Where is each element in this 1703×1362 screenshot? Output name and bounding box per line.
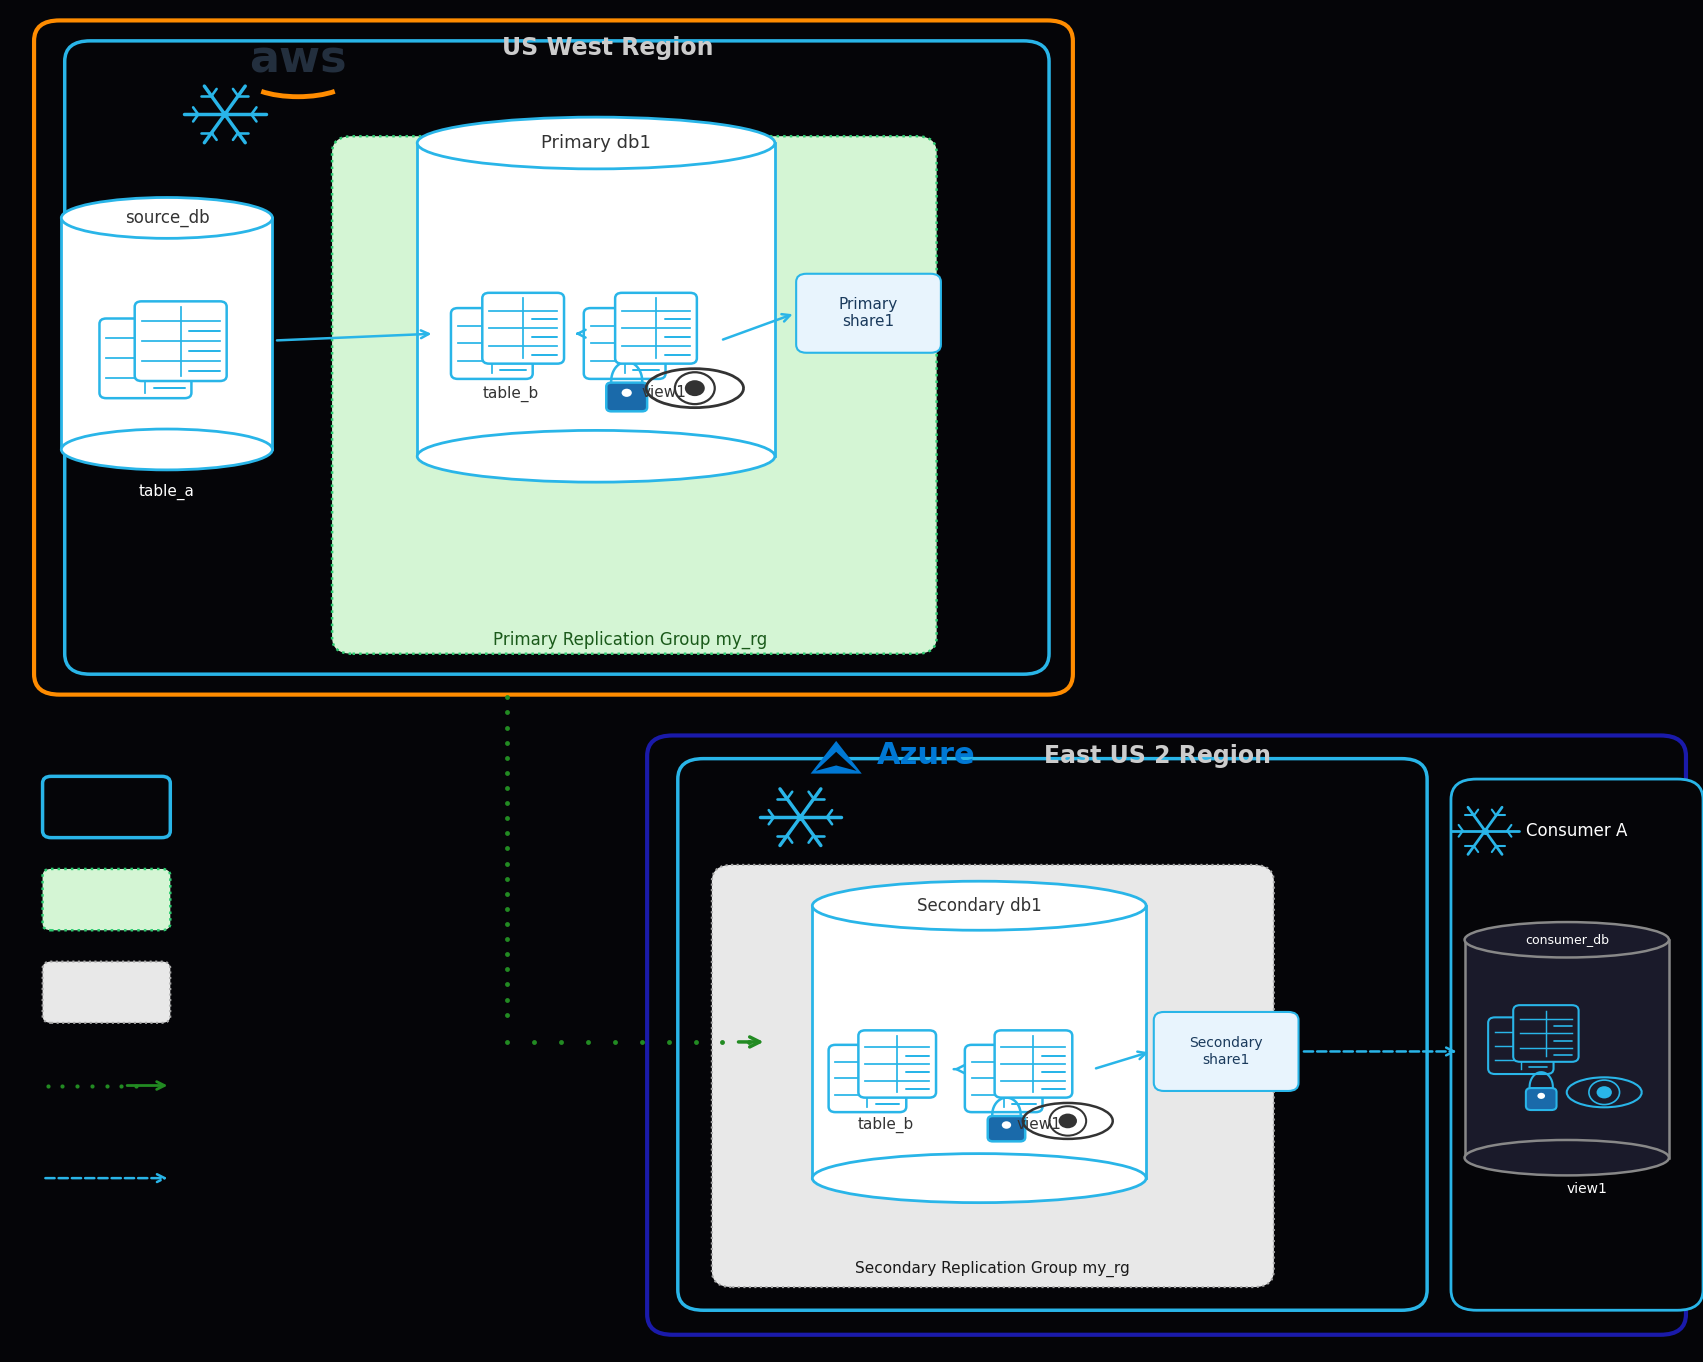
Ellipse shape <box>61 429 272 470</box>
Ellipse shape <box>1597 1087 1613 1098</box>
Text: Primary db1: Primary db1 <box>542 133 651 153</box>
Ellipse shape <box>1538 1092 1545 1099</box>
Text: view1: view1 <box>1567 1182 1608 1196</box>
Text: Consumer A: Consumer A <box>1526 821 1628 840</box>
FancyBboxPatch shape <box>1155 1012 1298 1091</box>
Ellipse shape <box>685 380 705 396</box>
FancyBboxPatch shape <box>99 319 191 398</box>
Text: view1: view1 <box>1017 1117 1061 1132</box>
FancyBboxPatch shape <box>43 962 170 1023</box>
Ellipse shape <box>61 197 272 238</box>
Text: Azure: Azure <box>877 741 976 771</box>
Text: Primary
share1: Primary share1 <box>840 297 897 330</box>
Text: aws: aws <box>249 38 347 82</box>
FancyBboxPatch shape <box>797 274 940 353</box>
FancyBboxPatch shape <box>43 776 170 838</box>
FancyBboxPatch shape <box>995 1031 1073 1098</box>
Ellipse shape <box>1059 1114 1076 1128</box>
Text: Secondary Replication Group my_rg: Secondary Replication Group my_rg <box>855 1261 1131 1278</box>
Ellipse shape <box>812 1154 1146 1203</box>
FancyBboxPatch shape <box>966 1045 1042 1113</box>
FancyBboxPatch shape <box>615 293 697 364</box>
FancyBboxPatch shape <box>34 20 1073 695</box>
Bar <box>61 218 272 449</box>
FancyBboxPatch shape <box>647 735 1686 1335</box>
FancyBboxPatch shape <box>135 301 226 381</box>
FancyBboxPatch shape <box>712 865 1274 1287</box>
Text: source_db: source_db <box>124 208 209 227</box>
Text: Secondary db1: Secondary db1 <box>916 896 1042 915</box>
FancyBboxPatch shape <box>678 759 1427 1310</box>
Text: table_b: table_b <box>482 385 540 402</box>
Polygon shape <box>816 752 857 771</box>
FancyBboxPatch shape <box>606 383 647 411</box>
Text: Secondary
share1: Secondary share1 <box>1189 1036 1264 1066</box>
FancyBboxPatch shape <box>829 1045 906 1113</box>
FancyBboxPatch shape <box>65 41 1049 674</box>
Bar <box>1465 940 1669 1158</box>
FancyBboxPatch shape <box>1526 1088 1557 1110</box>
Text: Primary Replication Group my_rg: Primary Replication Group my_rg <box>492 631 768 650</box>
FancyBboxPatch shape <box>43 869 170 930</box>
FancyBboxPatch shape <box>451 308 533 379</box>
Ellipse shape <box>812 881 1146 930</box>
FancyBboxPatch shape <box>858 1031 937 1098</box>
FancyBboxPatch shape <box>1488 1017 1553 1075</box>
FancyBboxPatch shape <box>332 136 937 654</box>
Polygon shape <box>811 741 862 774</box>
Ellipse shape <box>417 430 775 482</box>
Ellipse shape <box>622 388 632 396</box>
Ellipse shape <box>1465 1140 1669 1175</box>
Ellipse shape <box>1049 1106 1087 1136</box>
Ellipse shape <box>674 372 715 405</box>
FancyBboxPatch shape <box>988 1115 1025 1141</box>
FancyBboxPatch shape <box>584 308 666 379</box>
Text: East US 2 Region: East US 2 Region <box>1044 744 1270 768</box>
FancyBboxPatch shape <box>1514 1005 1579 1062</box>
Ellipse shape <box>1465 922 1669 957</box>
Bar <box>417 143 775 456</box>
Text: consumer_db: consumer_db <box>1524 933 1609 947</box>
Ellipse shape <box>1589 1080 1620 1105</box>
FancyBboxPatch shape <box>1451 779 1703 1310</box>
Text: table_b: table_b <box>857 1117 915 1133</box>
Ellipse shape <box>417 117 775 169</box>
FancyBboxPatch shape <box>482 293 564 364</box>
Bar <box>812 906 1146 1178</box>
Text: view1: view1 <box>642 385 686 400</box>
Text: US West Region: US West Region <box>502 35 714 60</box>
Ellipse shape <box>1001 1121 1012 1129</box>
Text: table_a: table_a <box>140 484 194 500</box>
